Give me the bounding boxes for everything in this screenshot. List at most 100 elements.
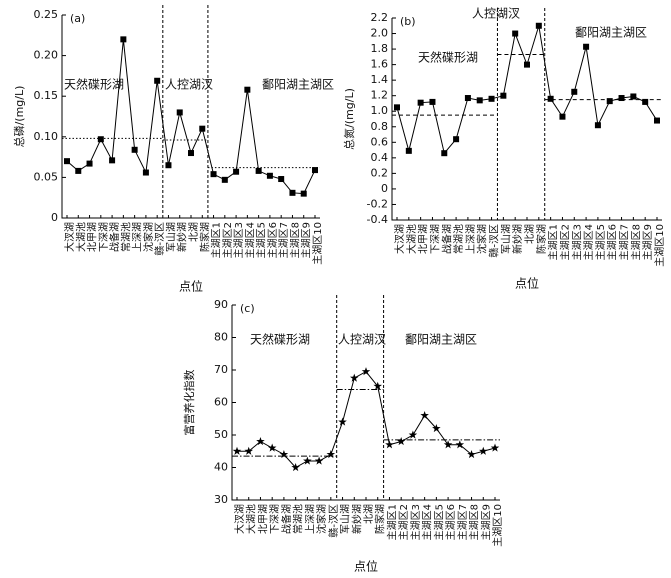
data-point: [408, 430, 418, 439]
group-label: 人控湖汊: [338, 332, 386, 347]
x-axis-label: 点位: [354, 559, 378, 574]
data-point: [232, 446, 242, 455]
data-point: [405, 147, 412, 154]
group-label: 天然碟形湖: [64, 77, 124, 92]
x-tick-label: 常湖池: [119, 222, 132, 252]
data-point: [75, 167, 82, 174]
x-tick-label: 军山湖: [340, 504, 352, 534]
data-point: [618, 95, 625, 102]
x-tick-label: 主湖区2: [222, 222, 234, 258]
data-point: [490, 443, 500, 452]
x-tick-label: 战备湖: [108, 222, 121, 252]
data-point: [455, 440, 465, 449]
x-tick-label: 大汊湖: [233, 504, 246, 534]
x-tick-label: 主湖区3: [410, 504, 422, 540]
y-tick-label: -0.2: [367, 197, 388, 210]
x-tick-label: 主湖区4: [422, 504, 434, 540]
x-tick-label: 大湖池: [74, 222, 87, 252]
x-tick-label: 大汊湖: [393, 224, 406, 254]
y-tick-label: 0.2: [371, 166, 389, 179]
data-point: [303, 456, 312, 465]
data-point: [312, 167, 318, 174]
x-tick-label: 主湖区7: [457, 504, 469, 540]
x-tick-label: 沈家湖: [476, 224, 489, 254]
data-point: [559, 113, 566, 120]
x-tick-label: 常湖池: [452, 224, 465, 254]
data-point: [86, 160, 93, 167]
x-tick-label: 军山湖: [500, 224, 512, 254]
x-tick-label: 主湖区1: [548, 224, 560, 260]
x-tick-label: 主湖区5: [256, 222, 268, 258]
data-point: [488, 95, 495, 102]
axis-frame: [61, 15, 320, 219]
x-tick-label: 赣-汊区: [153, 222, 166, 256]
y-tick-label: 1.2: [371, 89, 389, 102]
x-tick-label: 主湖区5: [433, 504, 445, 540]
y-tick-label: 2.2: [371, 11, 389, 24]
x-tick-label: 主湖区7: [278, 222, 290, 258]
data-point: [478, 446, 488, 455]
data-point: [279, 450, 289, 459]
data-point: [420, 411, 429, 420]
group-label: 天然碟形湖: [418, 50, 478, 65]
data-point: [432, 424, 441, 433]
x-tick-label: 主湖区3: [233, 222, 245, 258]
x-tick-label: 北湖: [188, 222, 200, 242]
data-point: [233, 168, 240, 175]
x-tick-label: 主湖区10: [312, 222, 324, 265]
x-tick-label: 主湖区1: [211, 222, 223, 258]
x-tick-label: 大湖池: [245, 504, 258, 534]
x-tick-label: 主湖区10: [654, 224, 666, 267]
x-tick-label: 战备湖: [440, 224, 453, 254]
data-point: [142, 169, 149, 176]
x-tick-label: 主湖区5: [595, 224, 607, 260]
group-label: 人控湖汊: [472, 6, 520, 21]
data-point: [417, 99, 424, 106]
x-tick-label: 北甲湖: [257, 504, 269, 534]
data-point: [291, 463, 300, 472]
x-tick-label: 沈家湖: [142, 222, 155, 252]
panel-label: (a): [70, 12, 85, 25]
y-tick-label: 0: [51, 211, 58, 224]
group-label: 鄱阳湖主湖区: [575, 25, 647, 40]
data-point: [120, 36, 127, 43]
data-point: [210, 171, 217, 178]
data-point: [256, 437, 265, 446]
data-point: [188, 150, 194, 157]
x-tick-label: 主湖区7: [619, 224, 631, 260]
x-tick-label: 大汊湖: [63, 222, 76, 252]
x-tick-label: 主湖区8: [630, 224, 642, 260]
x-tick-label: 战备湖: [280, 504, 293, 534]
x-tick-label: 主湖区6: [607, 224, 619, 260]
y-tick-label: 2.0: [371, 27, 389, 40]
y-tick-label: 0.10: [34, 130, 59, 143]
y-tick-label: 1.0: [371, 104, 389, 117]
x-tick-label: 北甲湖: [418, 224, 430, 254]
y-tick-label: 50: [214, 428, 228, 441]
x-tick-label: 下深湖: [98, 222, 110, 252]
data-point: [361, 367, 371, 376]
x-tick-label: 上深湖: [304, 504, 316, 534]
data-point: [385, 440, 394, 449]
data-line: [237, 370, 496, 469]
x-tick-label: 主湖区2: [398, 504, 410, 540]
data-point: [396, 437, 406, 446]
x-tick-label: 赣-汊区: [488, 224, 501, 258]
x-tick-label: 北湖: [524, 224, 536, 244]
x-tick-label: 下深湖: [269, 504, 281, 534]
x-tick-label: 陈家湖: [198, 222, 211, 252]
y-axis-label: 总氮/(mg/L): [342, 88, 356, 150]
x-tick-label: 陈家湖: [535, 224, 548, 254]
data-point: [441, 150, 448, 157]
group-label: 鄱阳湖主湖区: [405, 332, 477, 347]
y-tick-label: 80: [214, 331, 228, 344]
data-point: [165, 162, 172, 169]
data-point: [547, 95, 554, 102]
x-tick-label: 主湖区2: [559, 224, 571, 260]
data-point: [244, 86, 251, 93]
y-tick-label: 90: [214, 298, 228, 311]
group-label: 鄱阳湖主湖区: [262, 77, 334, 92]
x-tick-label: 主湖区10: [492, 504, 504, 547]
y-tick-label: 0.05: [34, 170, 59, 183]
x-tick-label: 主湖区9: [642, 224, 654, 260]
